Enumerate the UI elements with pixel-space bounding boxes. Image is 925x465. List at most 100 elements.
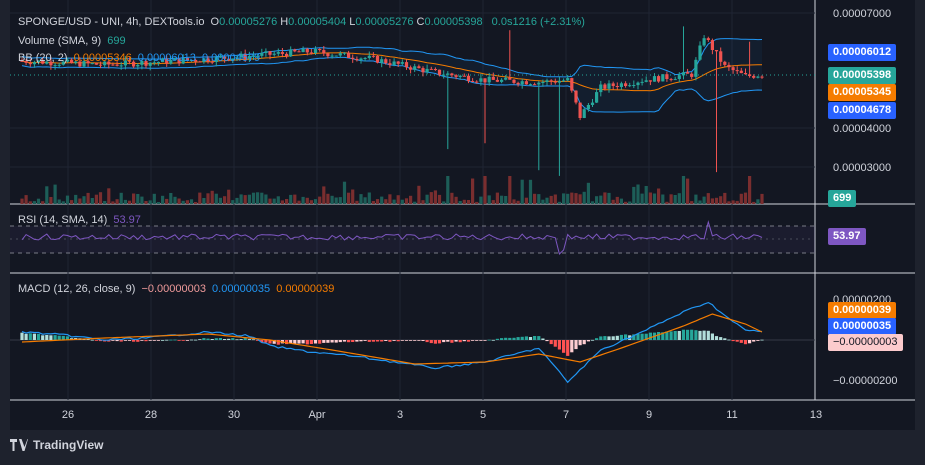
volume-bar xyxy=(657,188,661,204)
volume-bar xyxy=(90,198,94,204)
macd-histogram-bar xyxy=(586,340,590,342)
volume-bar xyxy=(342,181,347,204)
macd-histogram-bar xyxy=(305,340,309,345)
volume-legend: Volume (SMA, 9) 699 xyxy=(18,35,129,47)
volume-bar xyxy=(528,179,533,204)
macd-histogram-bar xyxy=(541,338,545,340)
volume-bar xyxy=(557,201,561,204)
macd-hist-value: −0.00000003 xyxy=(141,283,206,295)
volume-bar xyxy=(665,201,669,204)
candle-body xyxy=(537,82,541,85)
macd-histogram-bar xyxy=(690,329,694,340)
time-tick-label: 5 xyxy=(480,409,486,421)
candle-body xyxy=(268,51,272,55)
price-tick-label: 0.00003000 xyxy=(833,162,891,174)
volume-bar xyxy=(520,179,524,204)
price-change: 0.0s1216 (+2.31%) xyxy=(491,16,585,28)
volume-bar xyxy=(86,192,90,204)
candle-body xyxy=(309,52,313,54)
volume-bar xyxy=(421,200,425,204)
candle-body xyxy=(557,80,561,83)
macd-histogram-bar xyxy=(520,336,524,340)
last-price-pill: 0.00005398 xyxy=(828,67,897,84)
candle-body xyxy=(206,58,210,62)
candle-body xyxy=(714,50,719,52)
volume-bar xyxy=(516,200,520,204)
volume-bar xyxy=(177,198,181,204)
macd-histogram-bar xyxy=(301,340,305,344)
macd-histogram-bar xyxy=(727,339,731,341)
volume-bar xyxy=(210,190,214,204)
volume-bar xyxy=(367,192,371,204)
volume-bar xyxy=(32,201,36,204)
candle-body xyxy=(218,56,222,58)
macd-histogram-bar xyxy=(396,340,400,342)
volume-bar xyxy=(454,196,458,204)
volume-bar xyxy=(330,195,334,204)
volume-bar xyxy=(624,201,628,204)
candle-body xyxy=(739,70,743,74)
macd-histogram-bar xyxy=(413,340,417,341)
macd-histogram-bar xyxy=(210,339,214,340)
macd-histogram-bar xyxy=(41,335,45,340)
volume-bar xyxy=(710,198,714,204)
macd-histogram-bar xyxy=(136,340,140,342)
macd-histogram-bar xyxy=(669,331,673,340)
rsi-pill: 53.97 xyxy=(828,228,866,245)
volume-bar xyxy=(189,199,194,204)
volume-bar xyxy=(74,194,78,204)
volume-bar xyxy=(36,198,41,204)
volume-bar xyxy=(392,199,396,204)
macd-histogram-bar xyxy=(495,338,499,340)
volume-bar xyxy=(169,193,173,204)
chart-area[interactable]: 26 28 30 Apr 3 5 7 9 11 13 0.00007000 0.00004000 0.0… xyxy=(10,0,915,430)
macd-histogram-bar xyxy=(404,340,409,341)
volume-bar xyxy=(119,192,123,204)
macd-histogram-bar xyxy=(748,340,752,344)
candle-body xyxy=(119,65,123,67)
macd-histogram-bar xyxy=(760,339,764,341)
macd-histogram-bar xyxy=(181,340,185,341)
chart-svg[interactable]: 26 28 30 Apr 3 5 7 9 11 13 0.00007000 0.00004000 0.0… xyxy=(10,0,915,430)
candle-body xyxy=(57,64,61,66)
macd-histogram-bar xyxy=(471,340,475,341)
candle-body xyxy=(280,52,284,54)
volume-bar xyxy=(628,201,632,204)
volume-bar xyxy=(719,196,723,204)
macd-histogram-bar xyxy=(739,340,743,343)
macd-histogram-bar xyxy=(363,340,367,341)
macd-histogram-bar xyxy=(144,340,148,342)
macd-histogram-bar xyxy=(119,340,123,342)
candle-body xyxy=(305,48,309,53)
candle-body xyxy=(173,58,177,60)
candle-body xyxy=(644,80,648,82)
macd-histogram-bar xyxy=(491,339,495,341)
volume-bar xyxy=(739,193,743,204)
tradingview-footer[interactable]: TradingView xyxy=(10,438,103,452)
candle-body xyxy=(132,61,136,67)
macd-histogram-bar xyxy=(388,340,392,342)
volume-bar xyxy=(65,195,70,204)
candle-body xyxy=(508,77,512,80)
candle-body xyxy=(371,55,375,57)
volume-bar xyxy=(297,200,301,204)
macd-signal-pill: 0.00000039 xyxy=(828,302,897,319)
macd-histogram-bar xyxy=(185,340,189,341)
volume-bar xyxy=(148,200,152,204)
ohlc-values: O0.00005276 H0.00005404 L0.00005276 C0.0000… xyxy=(211,16,486,28)
candle-body xyxy=(748,74,752,76)
macd-histogram-bar xyxy=(169,339,173,341)
volume-bar xyxy=(471,178,475,204)
time-tick-label: 7 xyxy=(563,409,569,421)
volume-bar xyxy=(103,201,107,204)
candle-body xyxy=(404,62,409,68)
volume-bar xyxy=(144,201,148,204)
volume-bar xyxy=(508,176,512,204)
macd-histogram-bar xyxy=(45,335,49,340)
candle-body xyxy=(161,58,165,62)
macd-histogram-bar xyxy=(49,335,53,340)
macd-histogram-bar xyxy=(289,340,293,344)
candle-body xyxy=(400,62,404,64)
volume-bar xyxy=(256,192,260,204)
candle-body xyxy=(562,80,566,82)
